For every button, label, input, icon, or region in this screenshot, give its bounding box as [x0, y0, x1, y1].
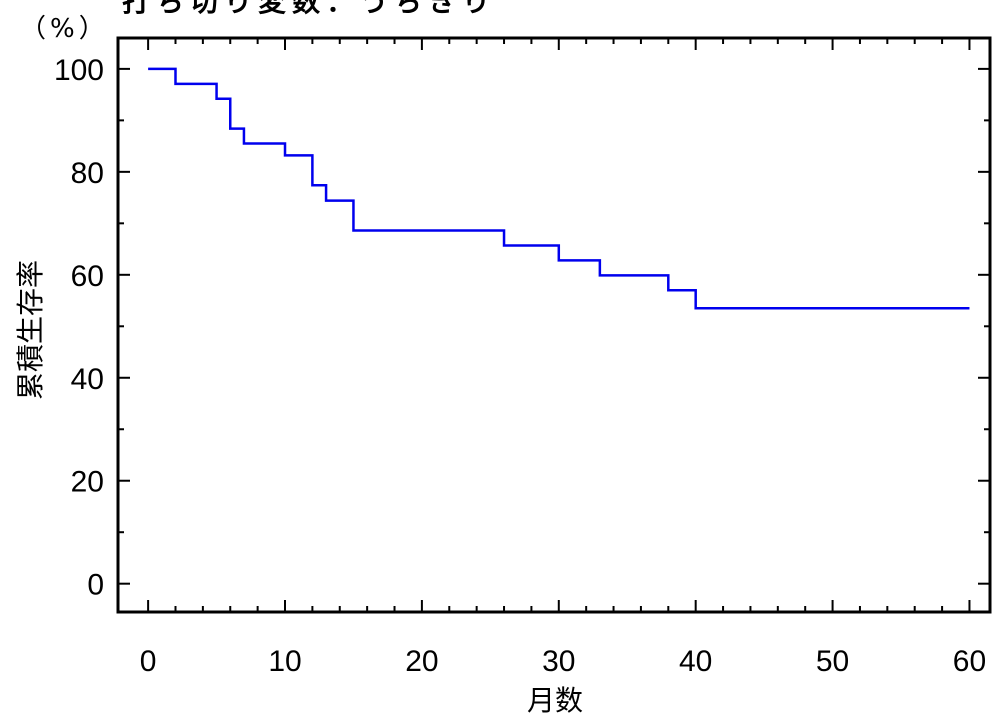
y-unit-label: （%）: [20, 14, 109, 44]
y-axis-title: 累積生存率: [14, 260, 47, 400]
plot-frame: [116, 36, 992, 614]
survival-curve-0: [148, 67, 970, 310]
major-ticks: [118, 38, 990, 612]
x-tick-label: 30: [542, 645, 575, 678]
x-tick-label: 10: [268, 645, 301, 678]
y-tick-label: 100: [54, 54, 104, 87]
x-tick-label: 50: [816, 645, 849, 678]
y-tick-label: 0: [87, 569, 104, 602]
x-tick-label: 20: [405, 645, 438, 678]
y-tick-label: 80: [71, 157, 104, 190]
x-axis-title: 月数: [527, 684, 583, 717]
chart-title: 打ち切り変数：うちきり: [122, 0, 496, 18]
y-tick-label: 60: [71, 260, 104, 293]
series-layer: [148, 67, 970, 310]
y-tick-labels: 0 20 40 60 80 100: [54, 54, 104, 602]
x-tick-label: 60: [953, 645, 986, 678]
x-tick-label: 0: [140, 645, 157, 678]
minor-ticks: [118, 38, 990, 612]
x-tick-label: 40: [679, 645, 712, 678]
y-tick-label: 20: [71, 466, 104, 499]
x-tick-labels: 0 10 20 30 40 50 60: [140, 645, 986, 678]
y-tick-label: 40: [71, 363, 104, 396]
